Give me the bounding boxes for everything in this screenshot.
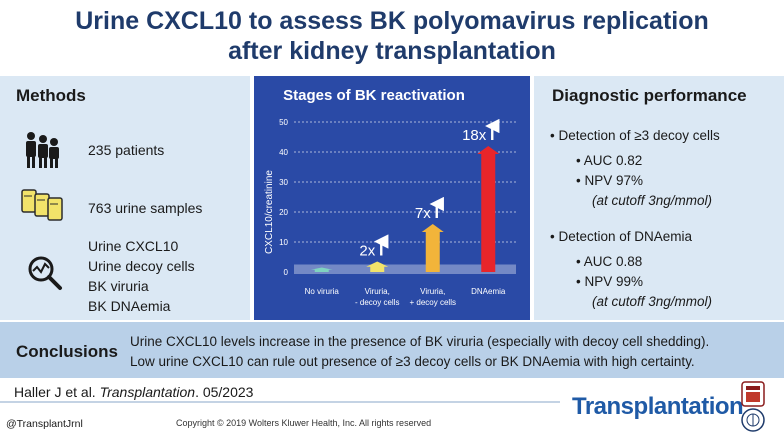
chart-title: Stages of BK reactivation xyxy=(283,87,465,104)
measure-item: Urine decoy cells xyxy=(88,258,195,274)
urine-samples-count: 763 urine samples xyxy=(88,200,203,216)
analysis-icon xyxy=(28,256,62,290)
title-line-1: Urine CXCL10 to assess BK polyomavirus r… xyxy=(75,7,709,35)
x-category-label: No viruria xyxy=(305,287,340,296)
dnaemia-auc: • AUC 0.88 xyxy=(576,254,643,269)
conclusions-panel: Conclusions Urine CXCL10 levels increase… xyxy=(0,322,784,378)
y-tick-label: 20 xyxy=(279,208,288,217)
decoy-detection-label: • Detection of ≥3 decoy cells xyxy=(550,128,720,143)
title-line-2: after kidney transplantation xyxy=(228,37,556,65)
bar xyxy=(310,267,333,272)
x-category-label: + decoy cells xyxy=(410,298,456,307)
decoy-cutoff: (at cutoff 3ng/mmol) xyxy=(592,193,713,208)
decoy-auc: • AUC 0.82 xyxy=(576,153,643,168)
citation: Haller J et al. Transplantation. 05/2023 xyxy=(14,384,253,400)
copyright-notice: Copyright © 2019 Wolters Kluwer Health, … xyxy=(176,418,432,428)
bar xyxy=(366,261,389,272)
dnaemia-npv: • NPV 99% xyxy=(576,274,644,289)
x-category-label: DNAemia xyxy=(471,287,506,296)
reference-band xyxy=(294,264,516,274)
fold-change-label: 7x xyxy=(415,205,431,222)
journal-brand-logo: Transplantation xyxy=(572,393,744,420)
decoy-npv: • NPV 97% xyxy=(576,173,644,188)
society-seal-icon xyxy=(741,381,765,432)
y-tick-label: 40 xyxy=(279,148,288,157)
methods-panel: Methods 235 patients 763 urine samples U… xyxy=(0,76,250,320)
y-tick-label: 10 xyxy=(279,238,288,247)
y-tick-label: 0 xyxy=(284,268,289,277)
x-category-label: - decoy cells xyxy=(355,298,399,307)
y-axis-label: CXCL10/creatinine xyxy=(264,170,275,254)
patients-icon xyxy=(26,132,59,168)
chart-panel: Stages of BK reactivation CXCL10/creatin… xyxy=(254,76,530,320)
bar xyxy=(477,146,500,272)
measure-item: Urine CXCL10 xyxy=(88,238,179,254)
measure-item: BK DNAemia xyxy=(88,298,171,314)
methods-heading: Methods xyxy=(16,86,86,105)
urine-samples-icon xyxy=(21,189,63,221)
conclusions-heading: Conclusions xyxy=(16,342,119,361)
y-tick-label: 50 xyxy=(279,118,288,127)
bar xyxy=(421,224,444,272)
y-tick-label: 30 xyxy=(279,178,288,187)
x-category-label: Viruria, xyxy=(365,287,390,296)
conclusion-line-1: Urine CXCL10 levels increase in the pres… xyxy=(130,334,710,349)
bk-reactivation-chart: Stages of BK reactivation CXCL10/creatin… xyxy=(264,87,516,307)
patients-count: 235 patients xyxy=(88,142,165,158)
title-banner: Urine CXCL10 to assess BK polyomavirus r… xyxy=(0,0,784,74)
citation-authors: Haller J et al. xyxy=(14,384,100,400)
x-category-label: Viruria, xyxy=(420,287,445,296)
footer-divider xyxy=(0,401,560,403)
dnaemia-detection-label: • Detection of DNAemia xyxy=(550,229,693,244)
twitter-handle[interactable]: @TransplantJrnl xyxy=(6,418,83,430)
conclusion-line-2: Low urine CXCL10 can rule out presence o… xyxy=(130,354,695,369)
performance-heading: Diagnostic performance xyxy=(552,86,747,105)
fold-change-label: 18x xyxy=(462,127,487,144)
measure-item: BK viruria xyxy=(88,278,149,294)
citation-date: . 05/2023 xyxy=(195,384,254,400)
fold-change-label: 2x xyxy=(359,243,375,260)
performance-panel: Diagnostic performance • Detection of ≥3… xyxy=(534,76,784,320)
citation-journal: Transplantation xyxy=(99,384,196,400)
dnaemia-cutoff: (at cutoff 3ng/mmol) xyxy=(592,294,713,309)
